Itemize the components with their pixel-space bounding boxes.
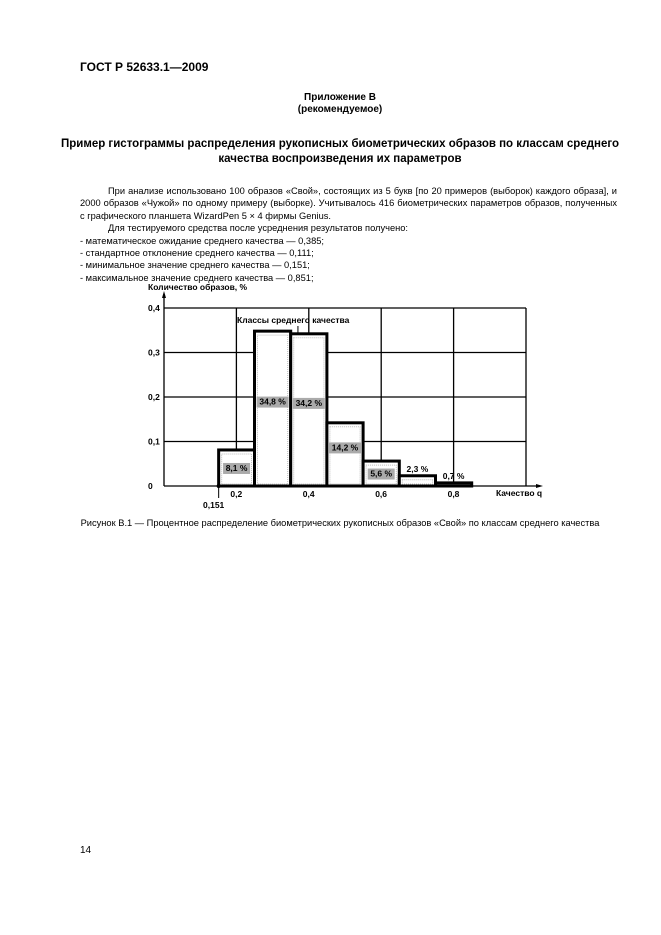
histogram-bar	[253, 329, 293, 488]
bar-value-label: 34,8 %	[259, 397, 286, 407]
histogram-bar	[289, 332, 329, 488]
y-tick-label: 0,2	[148, 392, 160, 402]
bar-value-label: 0,7 %	[443, 471, 465, 481]
bar-inner-shading	[329, 426, 361, 485]
list-item: - минимальное значение среднего качества…	[80, 260, 310, 271]
bar-value-label: 8,1 %	[226, 463, 248, 473]
standard-header: ГОСТ Р 52633.1—2009	[80, 60, 209, 74]
y-tick-label: 0,4	[148, 303, 160, 313]
bar-inner-shading	[401, 479, 433, 485]
section-title: Пример гистограммы распределения рукопис…	[60, 138, 620, 165]
bar-inner-shading	[221, 453, 253, 485]
x-tick-label: 0,2	[230, 489, 242, 499]
bar-label-bg	[223, 462, 251, 474]
x-tick-label: 0,4	[303, 489, 315, 499]
paragraph: При анализе использовано 100 образов «Св…	[80, 186, 617, 221]
bar-value-label: 14,2 %	[332, 442, 359, 452]
x-axis-label: Качество q	[496, 488, 542, 498]
bar-label-bg	[292, 397, 325, 409]
x-tick-label: 0,6	[375, 489, 387, 499]
histogram-bar	[325, 421, 365, 488]
min-marker-label: 0,151	[203, 500, 225, 510]
list-item: - максимальное значение среднего качеств…	[80, 272, 314, 283]
bar-label-bg	[256, 396, 289, 408]
bar-value-label: 34,2 %	[296, 398, 323, 408]
bar-value-label: 2,3 %	[407, 464, 429, 474]
y-axis-arrow	[162, 291, 166, 298]
bar-inner-shading	[365, 464, 397, 485]
page-number: 14	[80, 845, 92, 856]
figure-caption: Рисунок В.1 — Процентное распределение б…	[80, 518, 600, 528]
histogram-bar	[434, 481, 474, 488]
histogram-bar	[397, 474, 437, 488]
list-item: - стандартное отклонение среднего качест…	[80, 248, 314, 259]
appendix-subtitle: (рекомендуемое)	[297, 104, 383, 115]
paragraph: Для тестируемого средства после усреднен…	[108, 223, 409, 234]
bar-inner-shading	[257, 334, 289, 485]
y-tick-label: 0,1	[148, 437, 160, 447]
list-item: - математическое ожидание среднего качес…	[80, 235, 325, 246]
chart-annotation: Классы среднего качества	[237, 315, 350, 325]
bar-label-bg	[329, 442, 361, 454]
x-tick-label: 0,8	[448, 489, 460, 499]
bar-label-bg	[367, 468, 395, 480]
y-tick-label: 0	[148, 481, 153, 491]
x-axis-arrow	[536, 484, 543, 488]
y-axis-label: Количество образов, %	[148, 282, 248, 292]
y-tick-label: 0,3	[148, 348, 160, 358]
bar-value-label: 5,6 %	[370, 469, 392, 479]
body-text: При анализе использовано 100 образов «Св…	[80, 185, 617, 284]
appendix-title: Приложение В	[304, 92, 376, 103]
